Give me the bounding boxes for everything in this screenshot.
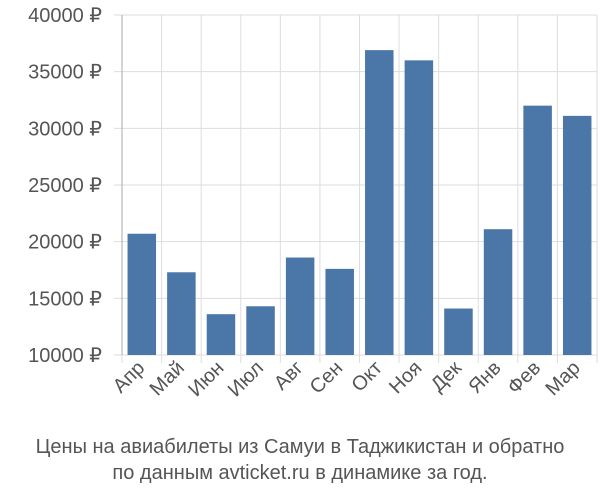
bar (404, 60, 434, 355)
x-tick-label: Ноя (385, 357, 426, 398)
caption-line-2: по данным avticket.ru в динамике за год. (112, 462, 488, 484)
y-tick-labels: 10000 ₽ 15000 ₽ 20000 ₽ 25000 ₽ 30000 ₽ 35000… (28, 5, 102, 367)
bar (365, 50, 394, 356)
bar (246, 306, 275, 355)
grid-lines (114, 14, 598, 363)
y-tick-label: 25000 ₽ (28, 175, 102, 197)
x-tick-label: Мар (542, 357, 585, 400)
y-tick-label: 35000 ₽ (28, 62, 102, 84)
x-tick-label: Сен (306, 357, 347, 398)
y-tick-label: 40000 ₽ (28, 5, 102, 27)
bar (127, 233, 157, 355)
bar (444, 308, 473, 355)
x-tick-label: Апр (109, 357, 150, 398)
bar-chart: 10000 ₽ 15000 ₽ 20000 ₽ 25000 ₽ 30000 ₽ 35000… (28, 5, 598, 401)
bar (167, 272, 196, 355)
x-tick-label: Авг (270, 357, 308, 395)
x-tick-label: Дек (427, 357, 466, 396)
bar (325, 268, 354, 355)
bar (285, 257, 315, 355)
bar (483, 229, 513, 355)
bar (523, 105, 552, 356)
x-tick-label: Окт (347, 357, 386, 396)
bars (127, 50, 592, 356)
x-tick-label: Июн (184, 357, 228, 401)
x-tick-label: Янв (464, 357, 505, 398)
bar (206, 314, 236, 355)
bar (562, 115, 592, 355)
x-tick-label: Июл (224, 357, 268, 401)
y-tick-label: 10000 ₽ (28, 345, 102, 367)
caption-line-1: Цены на авиабилеты из Самуи в Таджикиста… (35, 436, 565, 458)
x-tick-label: Фев (503, 357, 545, 399)
y-tick-label: 30000 ₽ (28, 118, 102, 140)
y-tick-label: 20000 ₽ (28, 232, 102, 254)
x-tick-label: Май (146, 357, 189, 400)
y-tick-label: 15000 ₽ (28, 288, 102, 310)
